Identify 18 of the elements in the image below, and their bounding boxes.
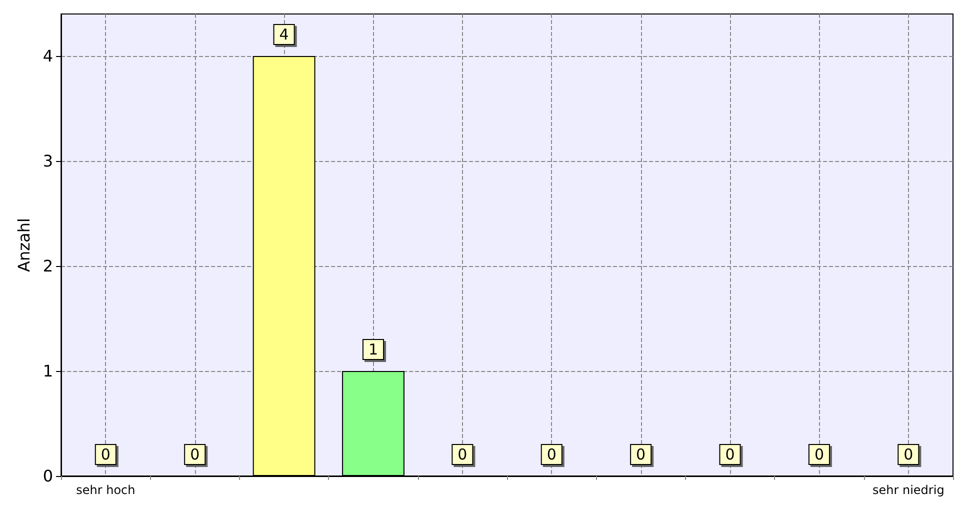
data-label: 0 (100, 446, 110, 464)
y-tick-label: 2 (42, 256, 54, 276)
data-label: 0 (546, 446, 556, 464)
data-label: 0 (904, 446, 914, 464)
y-tick-label: 4 (42, 46, 54, 66)
x-tick-label: sehr niedrig (872, 483, 944, 497)
data-label: 0 (458, 446, 468, 464)
data-label: 0 (725, 446, 735, 464)
data-label: 0 (814, 446, 824, 464)
data-label: 0 (636, 446, 646, 464)
y-axis-title: Anzahl (14, 218, 34, 272)
x-tick-label: sehr hoch (76, 483, 136, 497)
data-label: 0 (190, 446, 200, 464)
y-tick-label: 3 (42, 152, 54, 170)
y-tick-label: 0 (42, 466, 54, 486)
data-label: 4 (279, 26, 289, 44)
y-tick-label: 1 (42, 362, 54, 380)
data-label: 1 (368, 340, 378, 358)
